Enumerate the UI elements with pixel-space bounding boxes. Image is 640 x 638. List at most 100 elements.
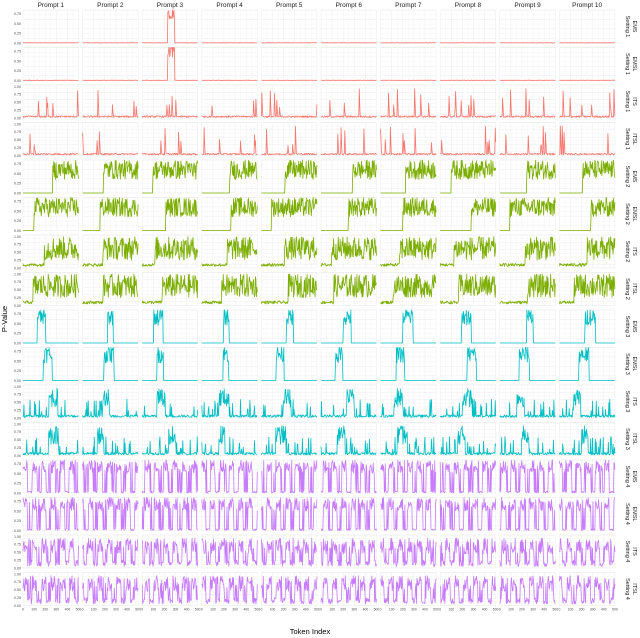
row-setting-label: Setting 1 xyxy=(624,16,630,38)
facet-panel xyxy=(559,572,616,606)
facet-panel xyxy=(201,272,258,306)
series-line xyxy=(321,309,377,344)
x-tick-label: 100 xyxy=(329,608,335,612)
series-line xyxy=(380,309,437,344)
x-tick-label: 300 xyxy=(471,608,477,612)
series-line xyxy=(261,425,318,456)
facet-panel xyxy=(320,497,377,531)
row-method-label: EMSL xyxy=(631,57,637,72)
x-tick-label: 0 xyxy=(201,608,203,612)
facet-panel xyxy=(499,9,556,44)
y-tick-label: 0.00 xyxy=(14,416,21,420)
facet-panel xyxy=(261,347,318,381)
y-tick-label: 0.00 xyxy=(14,491,21,495)
facet-panel xyxy=(201,309,258,344)
series-line xyxy=(82,537,139,567)
y-tick-label: 1.00 xyxy=(14,385,21,389)
series-line xyxy=(23,159,79,194)
series-line xyxy=(320,88,377,118)
y-tick-label: 1.00 xyxy=(14,422,21,426)
y-tick-label: 0.00 xyxy=(14,304,21,308)
facet-panel xyxy=(82,572,139,606)
y-tick-label: 0.00 xyxy=(14,379,21,383)
x-tick-label: 0 xyxy=(141,608,143,612)
facet-panel xyxy=(82,497,139,531)
y-tick-label: 0.25 xyxy=(14,146,21,150)
facet-panel xyxy=(201,497,258,531)
row-method-label: EMS xyxy=(631,21,637,33)
series-line xyxy=(499,159,556,194)
series-line xyxy=(201,309,258,344)
facet-panel xyxy=(380,534,437,569)
row-setting-label: Setting 2 xyxy=(624,166,630,188)
facet-panel xyxy=(439,159,497,194)
series-line xyxy=(499,425,556,456)
x-tick-label: 100 xyxy=(210,608,216,612)
facet-panel xyxy=(201,159,258,194)
series-line xyxy=(439,575,497,605)
y-tick-label: 0.00 xyxy=(14,566,21,570)
facet-panel xyxy=(261,9,318,44)
facet-panel xyxy=(22,497,79,531)
x-tick-label: 400 xyxy=(363,608,369,612)
series-line xyxy=(499,393,556,418)
y-axis-title: P-Value xyxy=(0,306,9,332)
series-line xyxy=(380,159,437,194)
column-label: Prompt 8 xyxy=(455,2,482,9)
row-method-label: EMS xyxy=(631,321,637,333)
facet-panel xyxy=(439,459,497,494)
y-tick-label: 0.75 xyxy=(14,93,21,97)
row-method-label: ITS xyxy=(631,547,637,556)
column-label: Prompt 7 xyxy=(395,2,422,9)
x-tick-label: 100 xyxy=(389,608,395,612)
facet-panel xyxy=(141,347,198,381)
series-line xyxy=(261,309,317,344)
facet-panel xyxy=(499,234,556,269)
y-tick-label: 0.00 xyxy=(14,604,21,608)
facet-panel xyxy=(82,534,139,569)
facet-panel xyxy=(559,84,616,119)
y-tick-label: 0.50 xyxy=(14,588,21,592)
y-tick-label: 0.75 xyxy=(14,350,21,354)
series-line xyxy=(82,159,139,194)
facet-panel xyxy=(380,459,437,494)
series-line xyxy=(261,273,318,305)
series-line xyxy=(321,159,377,194)
facet-panel xyxy=(22,534,79,569)
series-line xyxy=(559,389,616,418)
column-label: Prompt 4 xyxy=(216,2,243,9)
y-tick-label: 0.75 xyxy=(14,130,21,134)
y-tick-label: 0.50 xyxy=(14,22,21,26)
series-line xyxy=(261,497,318,531)
series-line xyxy=(320,388,377,418)
y-axis-ticks: 0.00 0.25 0.50 0.75 0.00 0.25 0.50 0.75 0.00 0.25… xyxy=(14,12,21,608)
x-tick-label: 400 xyxy=(65,608,71,612)
series-line xyxy=(559,347,615,381)
y-tick-label: 0.25 xyxy=(14,596,21,600)
x-tick-label: 0 xyxy=(439,608,441,612)
series-line xyxy=(440,347,496,381)
series-line xyxy=(22,537,79,567)
facet-panel xyxy=(141,197,199,231)
facet-panel xyxy=(380,572,437,606)
series-line xyxy=(82,575,139,605)
facet-panel xyxy=(22,159,79,194)
row-method-label: ITSL xyxy=(631,433,637,445)
facet-panel xyxy=(559,122,616,156)
x-tick-label: 200 xyxy=(102,608,108,612)
x-tick-label: 100 xyxy=(91,608,97,612)
row-setting-label: Setting 4 xyxy=(624,578,630,600)
series-line xyxy=(201,459,258,494)
series-line xyxy=(380,537,437,567)
series-line xyxy=(142,309,198,344)
row-method-label: ITS xyxy=(631,247,637,256)
facet-panel xyxy=(261,47,318,81)
facet-panel xyxy=(201,197,258,231)
facet-panel xyxy=(499,122,556,156)
series-line xyxy=(559,309,615,344)
y-tick-label: 0.25 xyxy=(14,408,21,412)
y-tick-label: 0.75 xyxy=(14,312,21,316)
series-line xyxy=(261,125,317,156)
facet-panel xyxy=(320,272,377,306)
facet-panel xyxy=(320,84,377,119)
